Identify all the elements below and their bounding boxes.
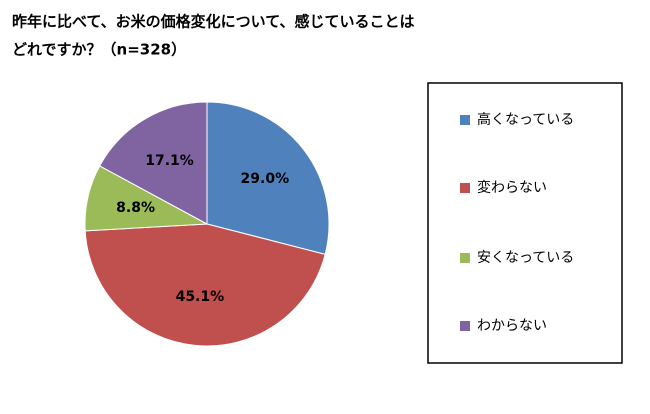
legend-swatch [460,253,470,263]
legend-swatch [460,321,470,331]
data-label: 8.8% [116,200,155,216]
legend-swatch [460,183,470,193]
chart-title: どれですか？（n=328） [12,41,186,59]
legend-label: 変わらない [477,179,547,196]
pie-slice [99,101,208,225]
data-label: 45.1% [176,289,225,305]
legend-label: わからない [477,318,547,334]
legend-box [427,82,623,364]
legend-swatch [460,115,470,125]
data-label: 29.0% [241,171,290,187]
pie-slice [84,223,326,347]
data-label: 17.1% [145,153,194,169]
legend-label: 高くなっている [477,111,574,128]
legend-label: 安くなっている [477,250,574,266]
pie-slice [206,101,330,255]
chart-title: 昨年に比べて、お米の価格変化について、感じていることは [12,13,414,31]
